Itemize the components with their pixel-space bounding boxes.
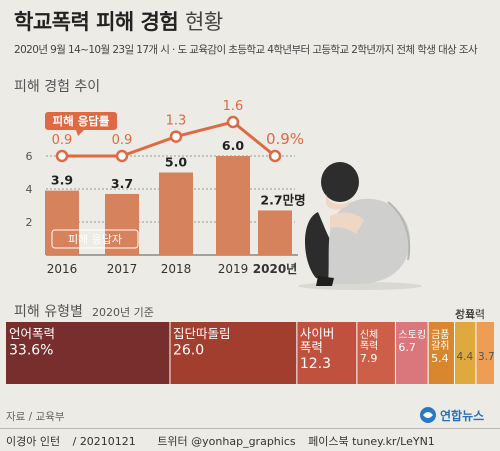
segment-label: 폭력: [300, 340, 323, 355]
x-tick-label: 2020년: [253, 262, 297, 276]
segment-outside-label: 강요: [455, 308, 475, 321]
labels: 20163.920173.720185.020196.02020년2.7만명피해…: [45, 100, 306, 276]
bar: [105, 193, 139, 255]
line-legend-label: 피해 응답률: [53, 114, 110, 128]
rate-value-label: 1.3: [166, 114, 187, 129]
segment-label: 집단따돌림: [173, 326, 231, 341]
rate-value-label: 0.9%: [266, 130, 304, 148]
yonhap-logo: 연합뉴스: [420, 407, 484, 423]
title-light: 현황: [185, 10, 223, 34]
rate-point: [268, 149, 282, 163]
footer-divider: [0, 428, 500, 429]
y-tick-label: 4: [26, 183, 33, 196]
bar-value-label: 3.7: [111, 176, 133, 191]
type-heading: 피해 유형별: [14, 304, 83, 320]
segment-label: 폭력: [360, 340, 378, 352]
trend-chart: 2 4 6 2016 3.9 2017 3.7 2018 5.0 2019 6.0 2020년 2.7…: [26, 100, 422, 290]
segment-value: 5.4: [431, 352, 449, 365]
stack-segment: [169, 322, 297, 384]
stack-segments: 언어폭력33.6%집단따돌림26.0사이버폭력12.3신체폭력7.9스토킹6.7…: [6, 308, 495, 384]
stack-segment: [428, 322, 455, 384]
rate-point: [115, 149, 129, 163]
segment-label: 갈취: [431, 339, 449, 352]
rate-value-label: 0.9: [112, 133, 133, 148]
bar-legend-label: 피해 응답자: [68, 232, 122, 246]
line-legend-pill: [45, 112, 117, 136]
bar-value-label: 3.9: [51, 173, 73, 188]
stack-segment: [454, 322, 476, 384]
author: 이경아 인턴 / 20210121: [6, 435, 136, 448]
bar-value-label: 6.0: [222, 138, 244, 153]
stack-segment: [296, 322, 357, 384]
x-tick-label: 2019: [218, 262, 249, 276]
segment-outside-label: 성폭력: [455, 308, 485, 321]
stack-segment: [6, 322, 170, 384]
trend-heading: 피해 경험 추이: [14, 79, 101, 95]
bar: [258, 210, 292, 255]
bar-value-label: 2.7만명: [260, 192, 305, 207]
bar: [216, 156, 250, 255]
segment-value: 4.4: [456, 351, 473, 363]
type-basis: 2020년 기준: [92, 306, 154, 319]
x-tick-label: 2018: [161, 262, 192, 276]
stack-segment: [395, 322, 429, 384]
twitter-handle: 트위터 @yonhap_graphics: [157, 435, 296, 448]
segment-value: 33.6%: [9, 343, 53, 359]
segment-label: 언어폭력: [9, 326, 55, 341]
crouching-student-icon: [298, 162, 422, 290]
rate-point: [169, 130, 183, 143]
x-tick-label: 2017: [107, 262, 138, 276]
credit-line: 이경아 인턴 / 20210121 트위터 @yonhap_graphics 페…: [6, 433, 444, 449]
subtitle: 2020년 9월 14~10월 23일 17개 시 · 도 교육감이 초등학교 …: [14, 44, 478, 56]
segment-value: 12.3: [300, 356, 331, 372]
bar-value-label: 5.0: [165, 155, 187, 170]
segment-label: 사이버: [300, 326, 335, 341]
x-tick-label: 2016: [47, 262, 78, 276]
segment-value: 3.7: [478, 351, 495, 363]
facebook-link: 페이스북 tuney.kr/LeYN1: [308, 435, 435, 448]
page-title: 학교폭력 피해 경험 현황: [14, 6, 223, 36]
segment-value: 6.7: [398, 341, 416, 354]
bar: [45, 190, 79, 255]
rate-point: [226, 115, 240, 129]
type-stacked-bar: 언어폭력33.6%집단따돌림26.0사이버폭력12.3신체폭력7.9스토킹6.7…: [6, 308, 495, 384]
segment-label: 금품: [431, 329, 449, 341]
bar: [159, 172, 193, 255]
rate-point: [55, 149, 69, 163]
stack-segment: [475, 322, 494, 384]
rate-line: [55, 115, 282, 163]
segment-value: 26.0: [173, 343, 204, 359]
bars: [45, 156, 292, 255]
segment-label: 스토킹: [398, 329, 426, 341]
y-tick-label: 6: [26, 150, 33, 163]
yonhap-logo-text: 연합뉴스: [440, 408, 484, 423]
rate-value-label: 0.9: [52, 133, 73, 148]
y-tick-label: 2: [26, 216, 33, 229]
title-bold: 학교폭력 피해 경험: [14, 10, 179, 34]
bar-legend-pill: [51, 229, 139, 249]
source-note: 자료 / 교육부: [6, 411, 65, 423]
stack-segment: [356, 322, 396, 384]
segment-label: 신체: [360, 329, 378, 341]
segment-value: 7.9: [360, 352, 378, 365]
rate-value-label: 1.6: [223, 100, 244, 114]
